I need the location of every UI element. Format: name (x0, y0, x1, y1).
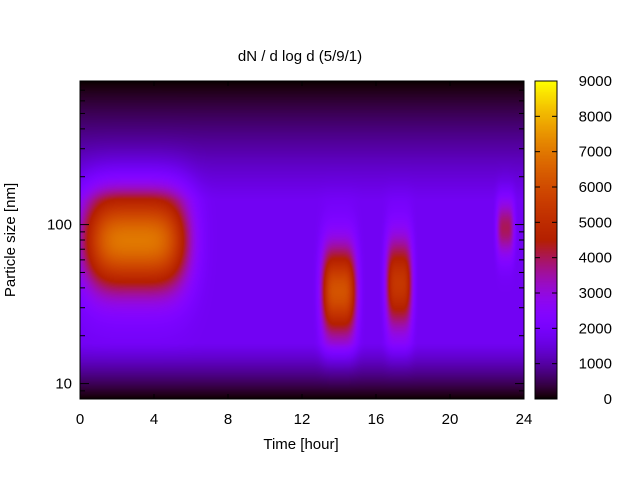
colorbar-tick-label: 1000 (579, 356, 612, 373)
colorbar-tick-label: 6000 (579, 179, 612, 196)
colorbar: 0 1000 2000 3000 4000 5000 6000 7000 8000 9000 (534, 73, 612, 408)
colorbar-tick-label: 4000 (579, 250, 612, 267)
colorbar-tick-label: 9000 (579, 73, 612, 90)
colorbar-ticks: 0 1000 2000 3000 4000 5000 6000 7000 8000 9000 (535, 73, 612, 408)
colorbar-tick-label: 3000 (579, 285, 612, 302)
chart-title: dN / d log d (5/9/1) (238, 48, 362, 65)
colorbar-tick-label: 8000 (579, 108, 612, 125)
x-tick-label: 4 (150, 411, 158, 428)
x-tick-label: 24 (516, 411, 533, 428)
y-tick-label: 100 (47, 217, 72, 234)
x-tick-label: 8 (224, 411, 232, 428)
colorbar-tick-label: 2000 (579, 320, 612, 337)
colorbar-tick-label: 7000 (579, 144, 612, 161)
x-tick-label: 20 (442, 411, 459, 428)
x-axis-label: Time [hour] (263, 436, 338, 453)
colorbar-tick-label: 5000 (579, 214, 612, 231)
x-axis: 0 4 8 12 16 20 24 (76, 81, 533, 428)
y-axis-label: Particle size [nm] (2, 183, 19, 297)
y-tick-label: 10 (55, 376, 72, 393)
plot-area (79, 80, 525, 400)
x-tick-label: 16 (368, 411, 385, 428)
heatmap-canvas (80, 81, 524, 399)
colorbar-frame (534, 80, 558, 400)
y-axis: 10 100 (47, 80, 524, 400)
colorbar-gradient (535, 81, 557, 399)
x-tick-label: 0 (76, 411, 84, 428)
colorbar-tick-label: 0 (604, 391, 612, 408)
x-tick-label: 12 (294, 411, 311, 428)
